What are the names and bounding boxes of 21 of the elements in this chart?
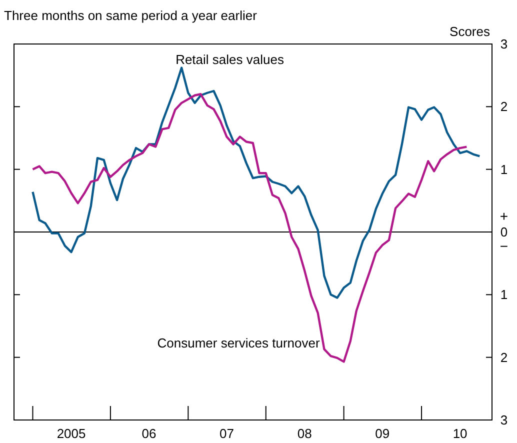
x-tick-label: 06: [142, 426, 156, 441]
x-tick-label: 08: [297, 426, 312, 441]
line-series: [32, 93, 468, 363]
y-axis-title: Scores: [450, 24, 490, 39]
series-label: Consumer services turnover: [157, 336, 320, 351]
line-series: [32, 66, 481, 299]
y-tick-label: 1: [500, 287, 508, 302]
y-tick-label: 1: [500, 162, 508, 177]
y-tick-label: 2: [500, 350, 508, 365]
x-tick-label: 07: [219, 426, 234, 441]
y-tick-label: 3: [500, 412, 508, 428]
x-tick-label: 2005: [56, 426, 86, 441]
y-tick-label: 2: [500, 99, 508, 114]
text: −: [500, 238, 508, 254]
chart-title: Three months on same period a year earlier: [4, 8, 258, 23]
text: +: [500, 208, 508, 224]
y-tick-label: 3: [500, 36, 508, 52]
x-tick-label: 10: [452, 426, 468, 441]
series-label: Retail sales values: [176, 52, 284, 67]
x-tick-label: 09: [375, 426, 390, 441]
y-tick-label: 0: [500, 224, 508, 240]
